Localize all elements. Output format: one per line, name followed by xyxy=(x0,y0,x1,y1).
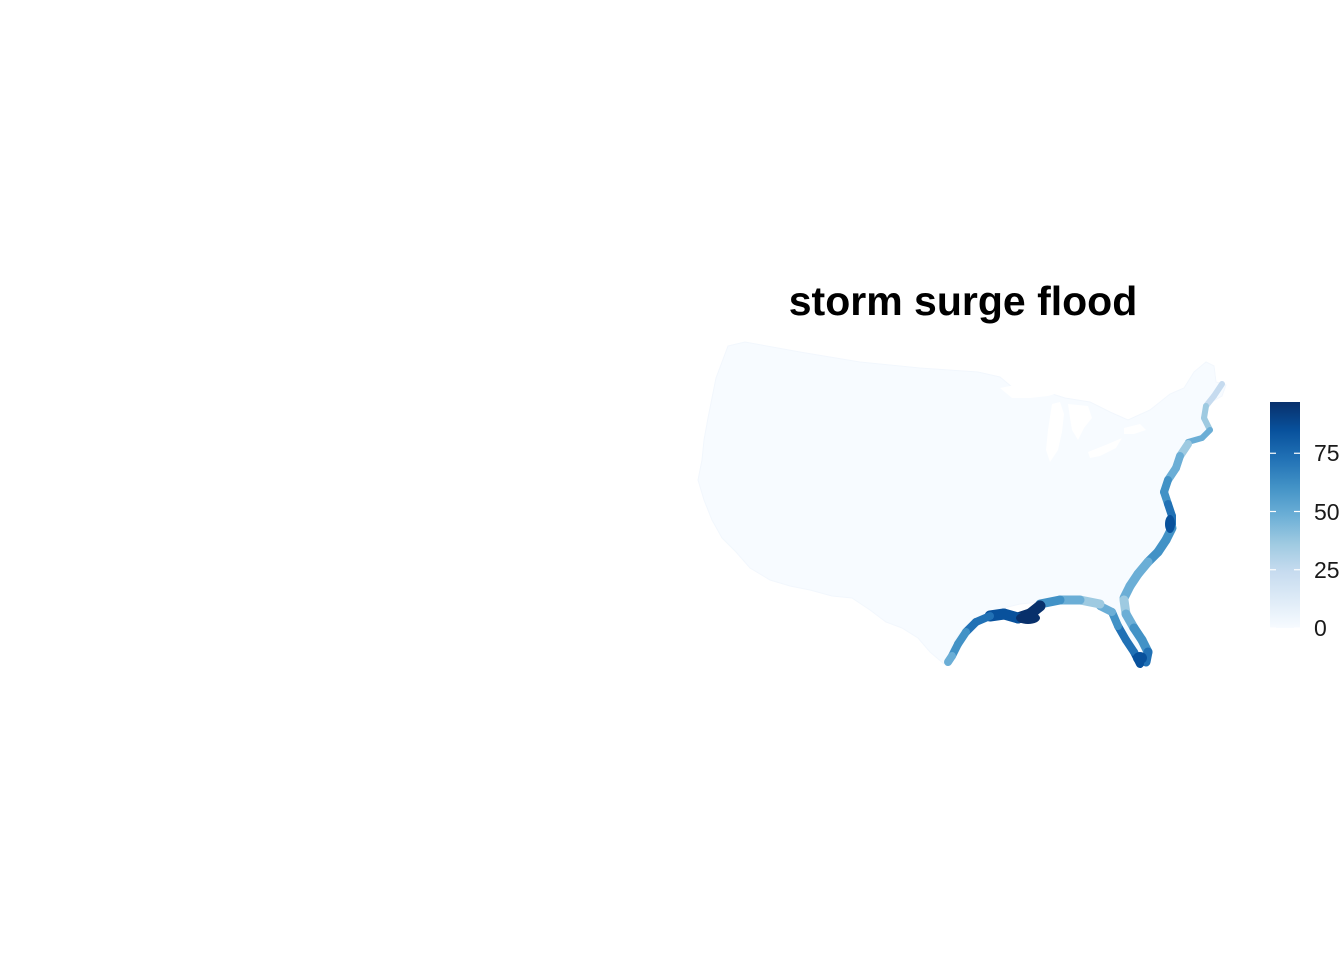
coast-hotspot-south-florida xyxy=(1133,652,1147,664)
lake-ontario xyxy=(1124,424,1146,434)
legend-tick-label: 0 xyxy=(1314,615,1327,641)
lake-huron xyxy=(1068,404,1092,440)
coast-hotspot-outer-banks xyxy=(1165,515,1175,533)
legend-tick-label: 50 xyxy=(1314,498,1340,525)
lake-michigan xyxy=(1046,402,1064,462)
lake-superior xyxy=(1000,384,1062,398)
coast-segment-texas xyxy=(944,652,956,666)
coast-hotspot-louisiana xyxy=(1016,612,1040,624)
coastal-flood-risk-layer xyxy=(944,381,1225,668)
lake-erie xyxy=(1088,438,1122,458)
legend-colorbar xyxy=(1270,402,1300,628)
legend-tickmarks xyxy=(1270,452,1300,629)
legend-tick-label: 75 xyxy=(1314,440,1340,467)
us-mainland-shape xyxy=(697,341,1227,665)
legend-tick-label: 25 xyxy=(1314,556,1340,583)
map-title: storm surge flood xyxy=(788,278,1138,324)
